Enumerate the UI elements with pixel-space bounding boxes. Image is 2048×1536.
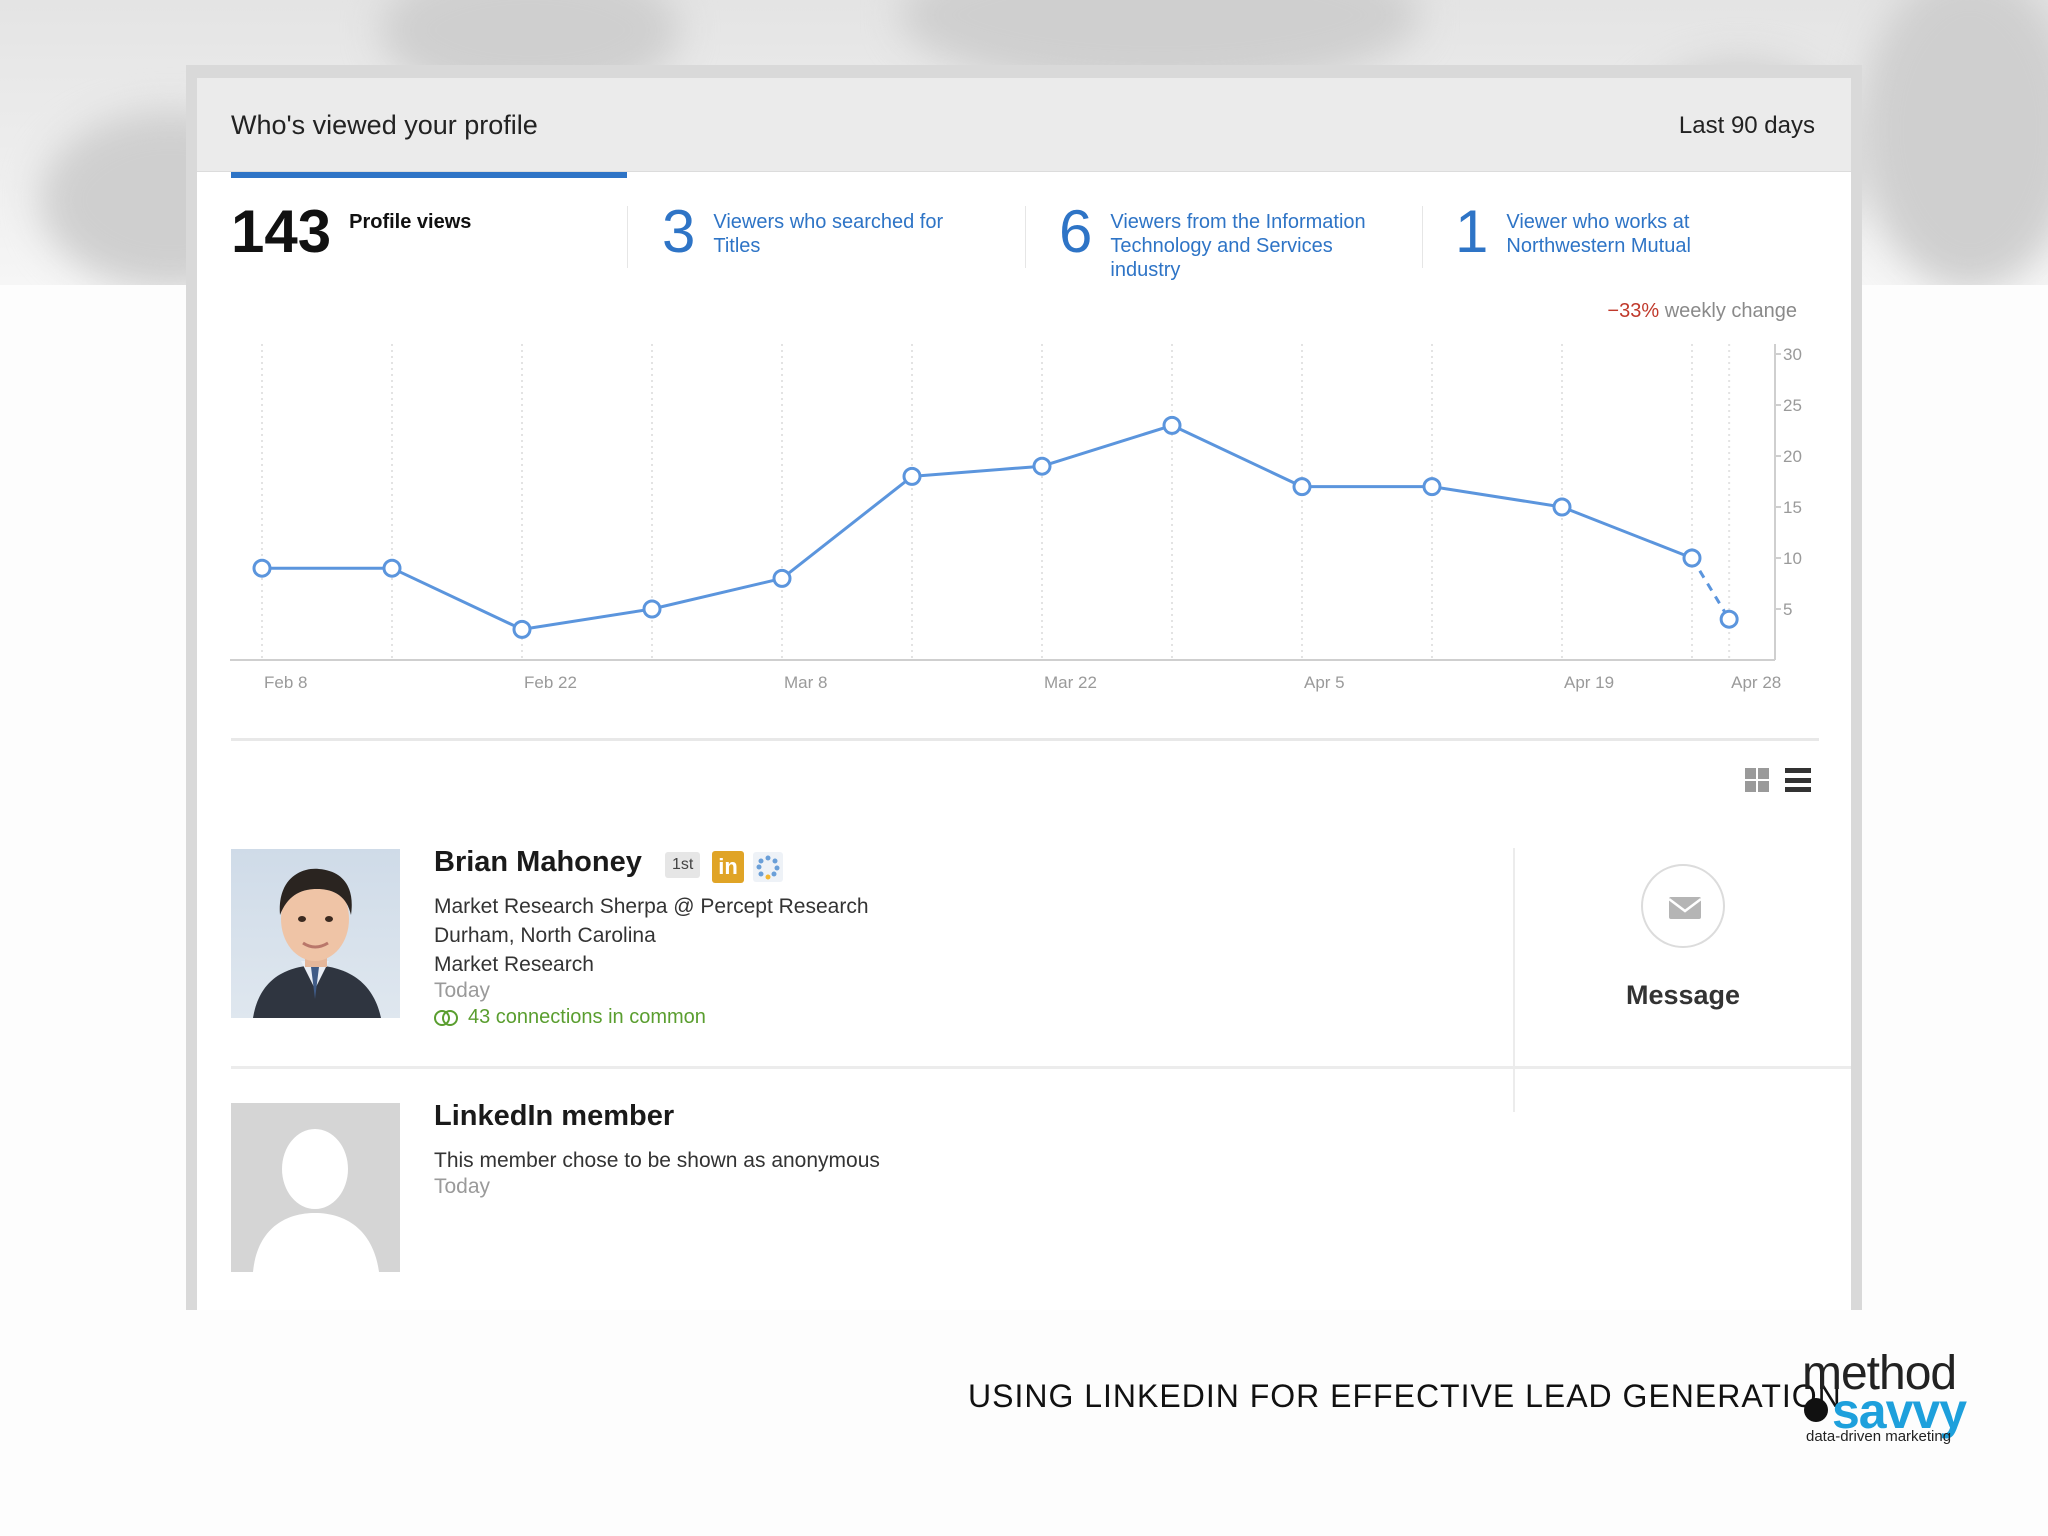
weekly-change-value: −33%	[1607, 300, 1660, 322]
viewer-avatar[interactable]	[231, 849, 400, 1018]
x-tick-label: Mar 22	[1044, 673, 1097, 692]
message-button[interactable]	[1641, 864, 1725, 948]
data-point	[382, 558, 402, 578]
panel-header: Who's viewed your profile Last 90 days	[197, 78, 1851, 172]
viewer-time: Today	[434, 979, 491, 1002]
viewer-divider	[231, 1066, 1851, 1069]
data-point	[1422, 477, 1442, 497]
x-tick-label: Apr 19	[1564, 673, 1614, 692]
series-segment	[1561, 505, 1693, 560]
chart-grid	[261, 344, 1731, 660]
stat-label: Viewer who works at Northwestern Mutual	[1506, 211, 1691, 257]
panel-title: Who's viewed your profile	[231, 110, 538, 140]
connections-in-common-label: 43 connections in common	[468, 1006, 706, 1028]
stat-number: 6	[1059, 198, 1093, 265]
chart-x-ticks: Feb 8 Feb 22 Mar 8 Mar 22 Apr 5 Apr 19 Apr 28	[264, 673, 1781, 692]
logo-method: method	[1802, 1347, 1957, 1400]
stat-divider	[627, 206, 628, 268]
person-photo-icon	[253, 868, 381, 1018]
data-point	[1162, 415, 1182, 435]
data-point	[902, 466, 922, 486]
data-point	[1719, 609, 1739, 629]
series-segment-dashed	[1690, 557, 1731, 620]
list-view-icon[interactable]	[1785, 768, 1811, 792]
series-segment	[521, 607, 653, 631]
viewer-headline: Market Research Sherpa @ Percept Researc…	[434, 895, 869, 918]
stat-searched-titles[interactable]: 3 Viewers who searched for Titles	[662, 202, 973, 262]
y-tick-label: 5	[1783, 600, 1792, 619]
x-tick-label: Feb 22	[524, 673, 577, 692]
stat-company[interactable]: 1 Viewer who works at Northwestern Mutua…	[1455, 202, 1746, 262]
stat-number: 1	[1455, 198, 1489, 265]
y-tick-label: 25	[1783, 396, 1802, 415]
shared-connections-icon	[434, 1009, 460, 1027]
message-label[interactable]: Message	[1625, 980, 1741, 1010]
data-point	[642, 599, 662, 619]
stat-divider	[1025, 206, 1026, 268]
stat-industry[interactable]: 6 Viewers from the Information Technolog…	[1059, 202, 1390, 282]
anonymous-person-icon	[253, 1129, 379, 1272]
series-segment	[1041, 423, 1173, 468]
viewer-headline: This member chose to be shown as anonymo…	[434, 1149, 880, 1172]
logo-dot-icon	[1804, 1398, 1828, 1422]
logo-savvy: savvy	[1832, 1383, 1967, 1439]
anonymous-avatar	[231, 1103, 400, 1272]
logo-tagline: data-driven marketing	[1806, 1428, 1952, 1445]
x-tick-label: Feb 8	[264, 673, 307, 692]
active-tab-indicator	[231, 172, 627, 178]
x-tick-label: Apr 5	[1304, 673, 1345, 692]
view-toggle	[1745, 768, 1811, 792]
activity-spinner-icon	[753, 852, 783, 882]
stat-profile-views[interactable]: 143 Profile views	[231, 202, 509, 262]
data-point	[772, 568, 792, 588]
y-tick-label: 20	[1783, 447, 1802, 466]
y-tick-label: 30	[1783, 345, 1802, 364]
connections-in-common[interactable]: 43 connections in common	[434, 1006, 706, 1029]
viewer-time: Today	[434, 1175, 491, 1198]
weekly-change-label: weekly change	[1664, 300, 1797, 322]
stat-number: 143	[231, 198, 332, 265]
slide-caption: USING LINKEDIN FOR EFFECTIVE LEAD GENERA…	[968, 1378, 1842, 1414]
data-point	[1292, 477, 1312, 497]
y-tick-label: 10	[1783, 549, 1802, 568]
viewer-name: LinkedIn member	[434, 1100, 675, 1132]
chart-points	[252, 415, 1739, 639]
viewer-location: Durham, North Carolina	[434, 924, 656, 947]
series-segment	[1431, 485, 1563, 509]
chart-divider	[231, 738, 1819, 741]
profile-views-panel: Who's viewed your profile Last 90 days 1…	[197, 78, 1851, 1310]
profile-views-chart: Feb 8 Feb 22 Mar 8 Mar 22 Apr 5 Apr 19 Apr 28 …	[230, 344, 1802, 692]
data-point	[1682, 548, 1702, 568]
x-tick-label: Mar 8	[784, 673, 827, 692]
series-segment	[1171, 424, 1303, 488]
data-point	[252, 558, 272, 578]
chart-y-ticks: 30 25 20 15 10 5	[1775, 345, 1802, 619]
data-point	[512, 619, 532, 639]
x-tick-label: Apr 28	[1731, 673, 1781, 692]
chart-lines	[262, 423, 1731, 631]
viewer-name[interactable]: Brian Mahoney	[434, 846, 642, 878]
stat-label: Viewers from the Information Technology …	[1110, 211, 1366, 281]
y-tick-label: 15	[1783, 498, 1802, 517]
connection-degree-badge: 1st	[665, 852, 701, 878]
stat-label: Viewers who searched for Titles	[713, 211, 944, 257]
stat-divider	[1422, 206, 1423, 268]
stat-label: Profile views	[349, 211, 472, 233]
data-point	[1032, 456, 1052, 476]
viewer-industry: Market Research	[434, 953, 594, 976]
date-range-selector[interactable]: Last 90 days	[1678, 112, 1815, 139]
stat-number: 3	[662, 198, 696, 265]
linkedin-premium-icon: in	[712, 851, 744, 883]
series-segment	[781, 475, 913, 580]
grid-view-icon[interactable]	[1745, 768, 1769, 792]
action-divider	[1513, 848, 1515, 1112]
series-segment	[391, 566, 523, 631]
data-point	[1552, 497, 1572, 517]
series-segment	[651, 576, 783, 611]
envelope-icon	[1668, 897, 1702, 919]
series-segment	[911, 464, 1043, 478]
chart-axes	[230, 344, 1776, 661]
weekly-change: −33% weekly change	[1607, 300, 1797, 323]
